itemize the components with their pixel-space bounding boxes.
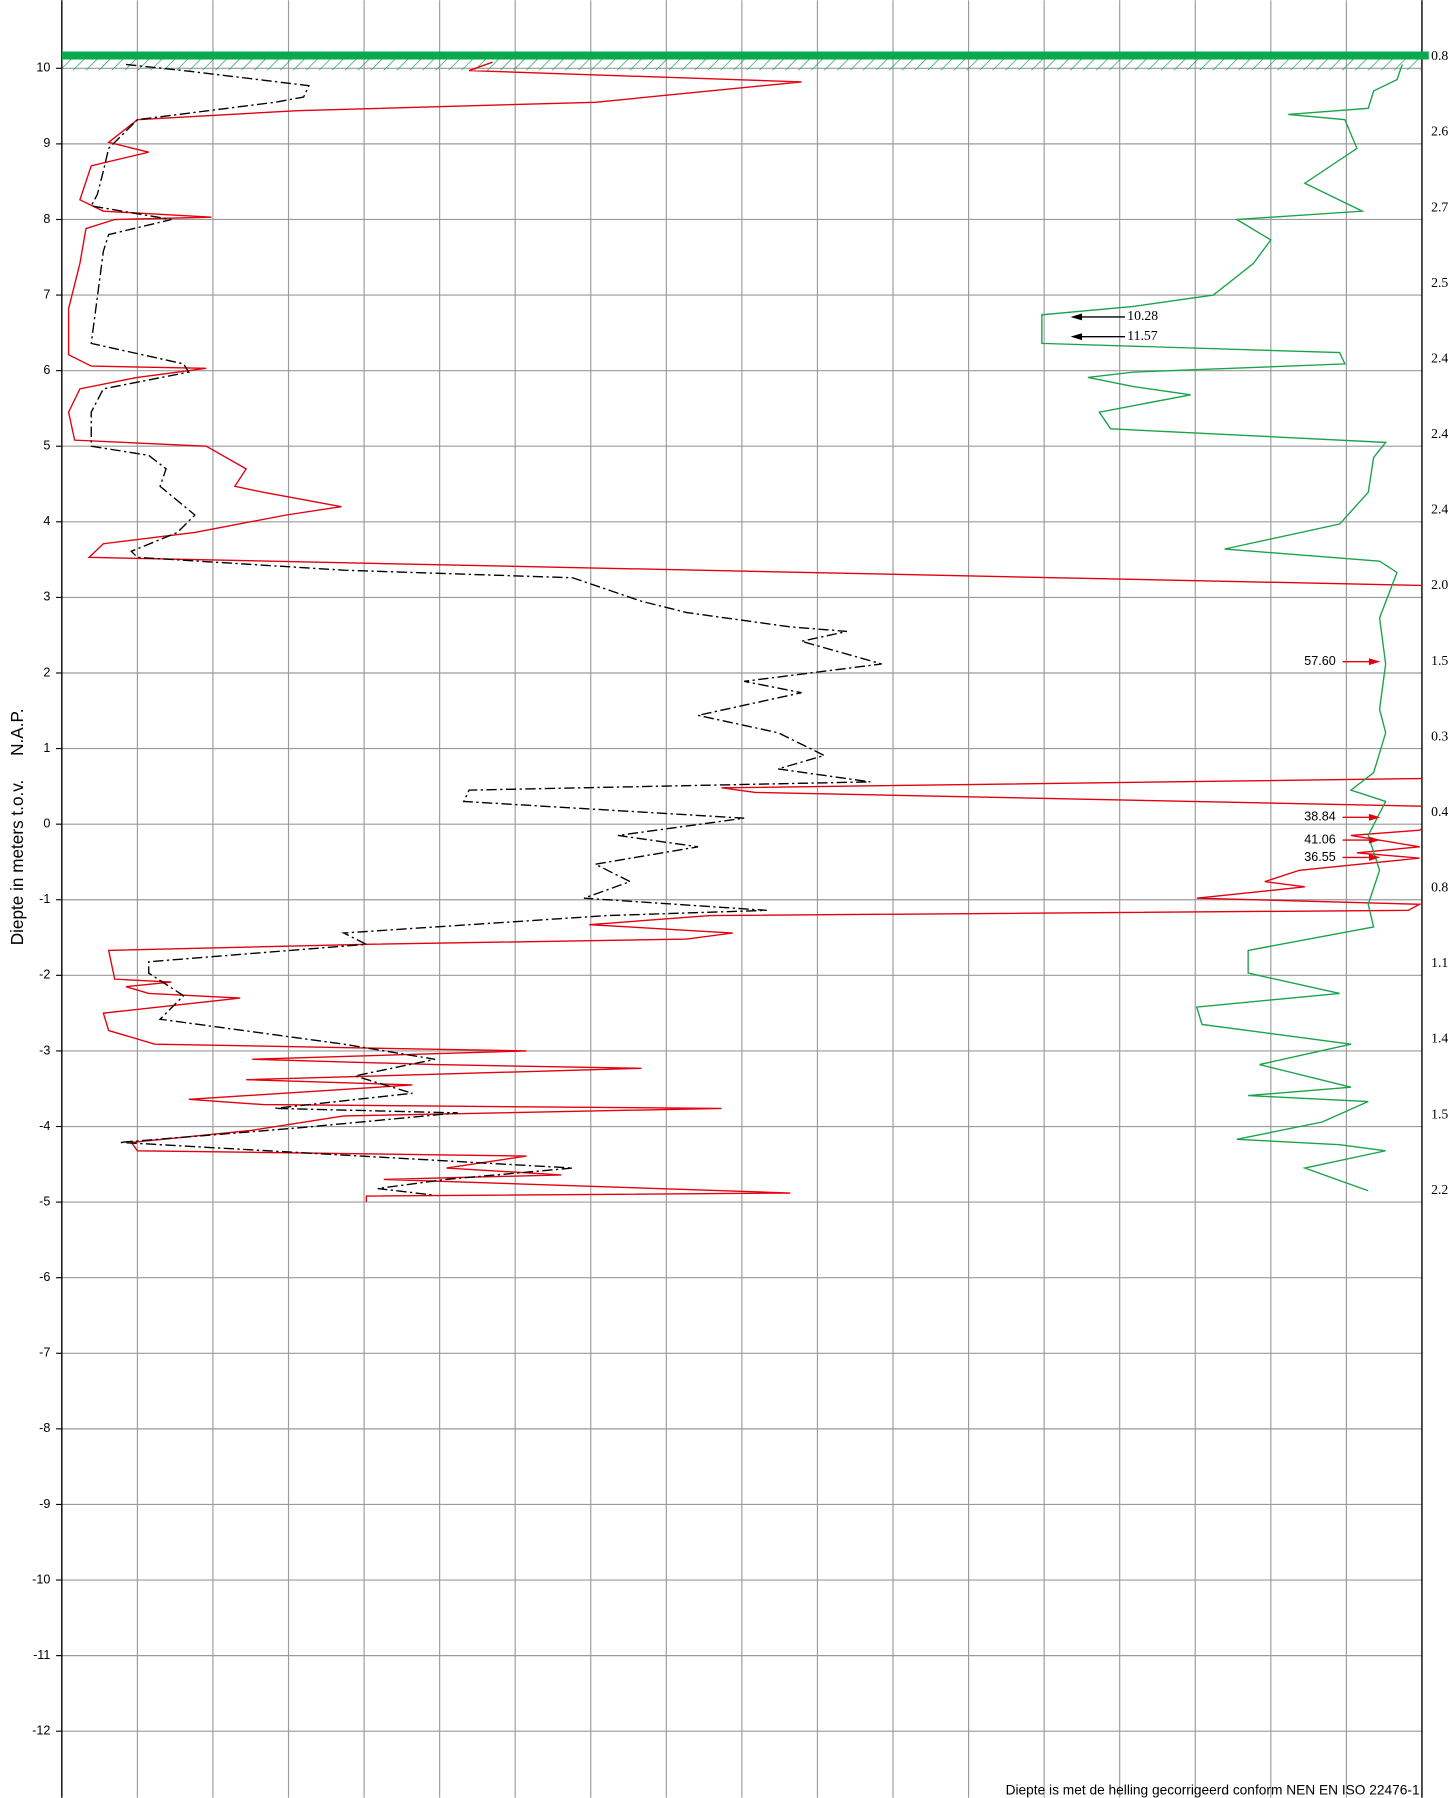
annotation-label: 57.60 [1304, 654, 1335, 668]
annotation-label: 36.55 [1304, 850, 1335, 864]
plot-area [67, 61, 1422, 1203]
profile-line [67, 61, 1422, 1203]
y-tick-label: 7 [43, 287, 50, 301]
right-label: 2.6 [1431, 124, 1448, 139]
arrow-head [1368, 813, 1381, 821]
right-label: 2.4 [1431, 350, 1448, 365]
y-tick-label: -1 [39, 892, 50, 906]
arrow-head [1368, 853, 1381, 861]
annotation-label: 11.57 [1127, 328, 1157, 343]
y-tick-label: 5 [43, 439, 50, 453]
y-tick-label: 8 [43, 212, 50, 226]
y-tick-label: 1 [43, 741, 50, 755]
y-tick-label: -3 [39, 1043, 50, 1057]
arrow-head [1368, 836, 1381, 844]
right-label: 2.4 [1431, 426, 1448, 441]
y-tick-label: 6 [43, 363, 50, 377]
y-tick-label: -7 [39, 1346, 50, 1360]
right-label: 2.4 [1431, 502, 1448, 517]
right-label: 0.3 [1431, 728, 1448, 743]
right-label: 0.4 [1431, 804, 1448, 819]
arrow-head [1368, 658, 1381, 666]
arrow-head [1070, 333, 1083, 341]
y-tick-label: -5 [39, 1194, 50, 1208]
profile-line [1041, 64, 1403, 1192]
y-tick-label: -4 [39, 1119, 50, 1133]
y-tick-label: 0 [43, 816, 50, 830]
y-tick-label: 2 [43, 665, 50, 679]
right-label: 0.8 [1431, 880, 1448, 895]
annotation-label: 38.84 [1304, 810, 1335, 824]
y-tick-label: 4 [43, 514, 50, 528]
arrow-head [1070, 313, 1083, 321]
y-tick-label: 3 [43, 590, 50, 604]
y-tick-label: -9 [39, 1497, 50, 1511]
y-axis-label: Diepte in meters t.o.v. N.A.P. [7, 708, 27, 945]
surface-hatch [61, 58, 1422, 71]
annotation-label: 41.06 [1304, 832, 1335, 846]
y-tick-label: -6 [39, 1270, 50, 1284]
right-label: 1.4 [1431, 1031, 1448, 1046]
y-tick-label: -10 [32, 1572, 50, 1586]
right-label: 0.8 [1431, 48, 1448, 63]
right-label: 2.0 [1431, 577, 1448, 592]
right-label: 2.5 [1431, 275, 1448, 290]
right-label: 2.2 [1431, 1182, 1448, 1197]
y-tick-label: -11 [33, 1648, 50, 1662]
y-tick-label: 10 [36, 61, 50, 75]
right-label: 1.1 [1431, 955, 1448, 970]
profile-line [90, 63, 882, 1196]
y-tick-label: -2 [39, 968, 50, 982]
y-tick-label: 9 [43, 136, 50, 150]
y-tick-label: -12 [32, 1724, 50, 1738]
annotation-label: 10.28 [1127, 308, 1158, 323]
right-label: 1.5 [1431, 1106, 1448, 1121]
right-label: 2.7 [1431, 199, 1448, 214]
right-label: 1.5 [1431, 653, 1448, 668]
y-tick-label: -8 [39, 1421, 50, 1435]
footer-note: Diepte is met de helling gecorrigeerd co… [1006, 1782, 1420, 1797]
